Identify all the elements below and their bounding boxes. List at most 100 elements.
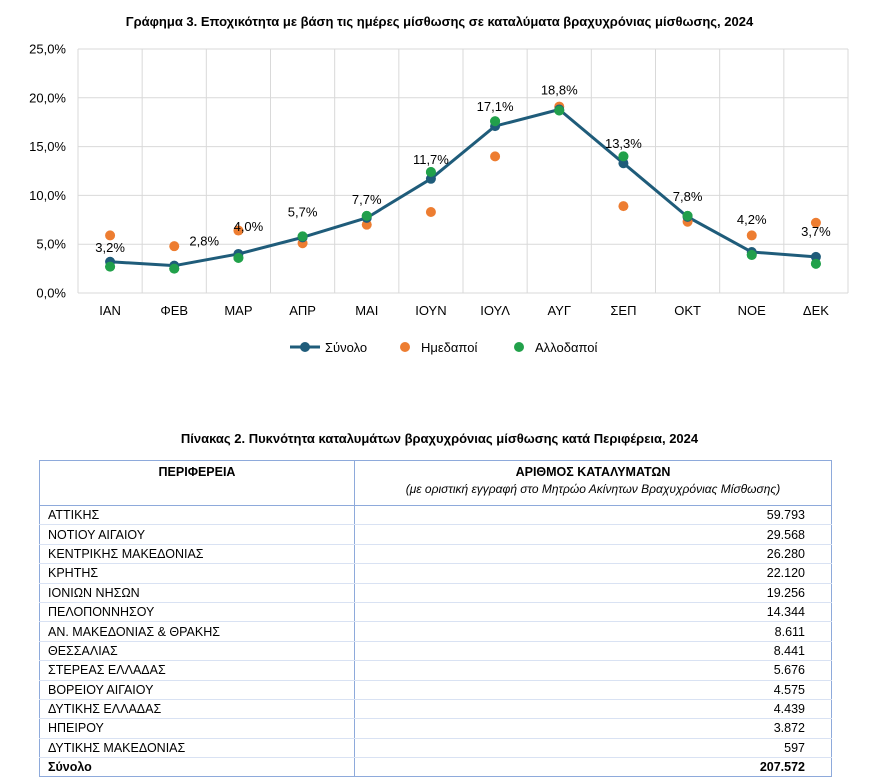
y-tick-label: 10,0%	[29, 188, 66, 203]
x-tick-label: ΣΕΠ	[610, 303, 636, 318]
region-cell: ΠΕΛΟΠΟΝΝΗΣΟΥ	[39, 602, 355, 623]
region-cell: ΚΕΝΤΡΙΚΗΣ ΜΑΚΕΔΟΝΙΑΣ	[39, 544, 355, 565]
domestic-point	[810, 217, 821, 228]
count-cell: 29.568	[354, 524, 832, 545]
chart-title: Γράφημα 3. Εποχικότητα με βάση τις ημέρε…	[125, 14, 754, 29]
table-row: ΘΕΣΣΑΛΙΑΣ 8.441	[39, 641, 832, 662]
table-row: ΑΤΤΙΚΗΣ 59.793	[39, 505, 832, 526]
data-label: 11,7%	[413, 152, 449, 167]
domestic-point	[618, 201, 629, 212]
table-row: ΙΟΝΙΩΝ ΝΗΣΩΝ 19.256	[39, 583, 832, 603]
table-row: ΚΕΝΤΡΙΚΗΣ ΜΑΚΕΔΟΝΙΑΣ 26.280	[39, 544, 832, 565]
x-tick-label: ΝΟΕ	[738, 303, 767, 318]
count-cell: 8.441	[354, 641, 832, 662]
foreign-point-overlay	[297, 231, 308, 242]
foreign-point-overlay	[361, 210, 372, 221]
domestic-point	[425, 206, 436, 217]
x-tick-label: ΙΟΥΝ	[415, 303, 446, 318]
count-column-header: ΑΡΙΘΜΟΣ ΚΑΤΑΛΥΜΑΤΩΝ (με οριστική εγγραφή…	[354, 460, 832, 506]
table-row: ΝΟΤΙΟΥ ΑΙΓΑΙΟΥ 29.568	[39, 524, 832, 545]
legend-label-foreign: Αλλοδαποί	[535, 340, 597, 355]
table-total-row: Σύνολο 207.572	[39, 757, 832, 777]
foreign-point-overlay	[490, 116, 501, 127]
y-tick-label: 0,0%	[36, 286, 66, 301]
total-point	[425, 173, 436, 184]
foreign-point-overlay	[169, 263, 180, 274]
foreign-point-overlay	[810, 258, 821, 269]
table-row: ΗΠΕΙΡΟΥ 3.872	[39, 718, 832, 739]
table-title: Πίνακας 2. Πυκνότητα καταλυμάτων βραχυχρ…	[180, 431, 699, 446]
count-cell: 14.344	[354, 602, 832, 623]
legend-label-domestic: Ημεδαποί	[421, 340, 477, 355]
region-cell: ΝΟΤΙΟΥ ΑΙΓΑΙΟΥ	[39, 524, 355, 545]
region-cell: ΒΟΡΕΙΟΥ ΑΙΓΑΙΟΥ	[39, 680, 355, 700]
data-label: 7,7%	[352, 192, 382, 207]
x-tick-label: ΙΟΥΛ	[480, 303, 510, 318]
foreign-point-overlay	[682, 210, 693, 221]
table-row: ΠΕΛΟΠΟΝΝΗΣΟΥ 14.344	[39, 602, 832, 623]
data-label: 4,0%	[234, 219, 264, 234]
x-tick-label: ΦΕΒ	[160, 303, 188, 318]
count-cell: 4.575	[354, 680, 832, 700]
table-row: ΑΝ. ΜΑΚΕΔΟΝΙΑΣ & ΘΡΑΚΗΣ 8.611	[39, 621, 832, 642]
y-tick-label: 25,0%	[29, 42, 66, 57]
total-point	[618, 158, 629, 169]
foreign-point-overlay	[554, 105, 565, 116]
foreign-point-overlay	[105, 261, 116, 272]
series-line-total	[109, 108, 817, 268]
x-tick-label: ΑΠΡ	[289, 303, 316, 318]
domestic-point	[233, 225, 244, 236]
data-label: 2,8%	[189, 234, 219, 249]
count-cell: 26.280	[354, 544, 832, 565]
line-chart: 0,0% 5,0% 10,0% 15,0% 20,0% 25,0% ΙΑΝ ΦΕΒ ΜΑΡ ΑΠΡ…	[29, 42, 849, 355]
domestic-point	[105, 230, 116, 241]
data-label: 4,2%	[737, 212, 767, 227]
x-tick-label: ΜΑΡ	[224, 303, 252, 318]
x-tick-label: ΟΚΤ	[674, 303, 701, 318]
x-tick-label: ΔΕΚ	[803, 303, 829, 318]
legend-marker-total	[300, 342, 310, 352]
region-cell: ΣΤΕΡΕΑΣ ΕΛΛΑΔΑΣ	[39, 660, 355, 681]
region-cell: ΑΤΤΙΚΗΣ	[39, 505, 355, 526]
data-label: 13,3%	[605, 136, 642, 151]
data-label: 3,7%	[801, 224, 831, 239]
region-cell: ΗΠΕΙΡΟΥ	[39, 718, 355, 739]
domestic-point	[169, 241, 180, 252]
count-cell: 19.256	[354, 583, 832, 603]
y-tick-label: 5,0%	[36, 237, 66, 252]
region-cell: ΑΝ. ΜΑΚΕΔΟΝΙΑΣ & ΘΡΑΚΗΣ	[39, 621, 355, 642]
table-body: ΑΤΤΙΚΗΣ 59.793 ΝΟΤΙΟΥ ΑΙΓΑΙΟΥ 29.568 ΚΕΝΤΡΙΚ…	[39, 505, 832, 777]
foreign-point-overlay	[618, 151, 629, 162]
domestic-point	[361, 219, 372, 230]
region-cell: ΔΥΤΙΚΗΣ ΕΛΛΑΔΑΣ	[39, 699, 355, 720]
table-row: ΒΟΡΕΙΟΥ ΑΙΓΑΙΟΥ 4.575	[39, 680, 832, 700]
domestic-point	[746, 230, 757, 241]
y-tick-label: 15,0%	[29, 139, 66, 154]
table-row: ΣΤΕΡΕΑΣ ΕΛΛΑΔΑΣ 5.676	[39, 660, 832, 681]
table-row: ΔΥΤΙΚΗΣ ΕΛΛΑΔΑΣ 4.439	[39, 699, 832, 720]
count-cell: 59.793	[354, 505, 832, 526]
count-cell: 5.676	[354, 660, 832, 681]
count-cell: 597	[354, 738, 832, 759]
region-cell: ΙΟΝΙΩΝ ΝΗΣΩΝ	[39, 583, 355, 603]
count-cell: 3.872	[354, 718, 832, 739]
foreign-point-overlay	[746, 249, 757, 260]
count-cell: 22.120	[354, 563, 832, 584]
count-cell: 8.611	[354, 621, 832, 642]
data-label: 3,2%	[95, 240, 125, 255]
region-column-header: ΠΕΡΙΦΕΡΕΙΑ	[39, 460, 355, 506]
table-row: ΚΡΗΤΗΣ 22.120	[39, 563, 832, 584]
data-label: 7,8%	[673, 189, 703, 204]
x-tick-label: ΑΥΓ	[547, 303, 571, 318]
region-cell: ΔΥΤΙΚΗΣ ΜΑΚΕΔΟΝΙΑΣ	[39, 738, 355, 759]
foreign-point-overlay	[233, 252, 244, 263]
table-row: ΔΥΤΙΚΗΣ ΜΑΚΕΔΟΝΙΑΣ 597	[39, 738, 832, 759]
legend-marker-foreign	[514, 342, 524, 352]
region-table-container: ΠΕΡΙΦΕΡΕΙΑ ΑΡΙΘΜΟΣ ΚΑΤΑΛΥΜΑΤΩΝ (με οριστ…	[39, 460, 832, 778]
total-label-cell: Σύνολο	[39, 757, 355, 777]
total-count-cell: 207.572	[354, 757, 832, 777]
legend-marker-domestic	[400, 342, 410, 352]
domestic-point	[490, 151, 501, 162]
x-tick-label: ΜΑΙ	[355, 303, 378, 318]
data-label: 5,7%	[288, 204, 318, 219]
